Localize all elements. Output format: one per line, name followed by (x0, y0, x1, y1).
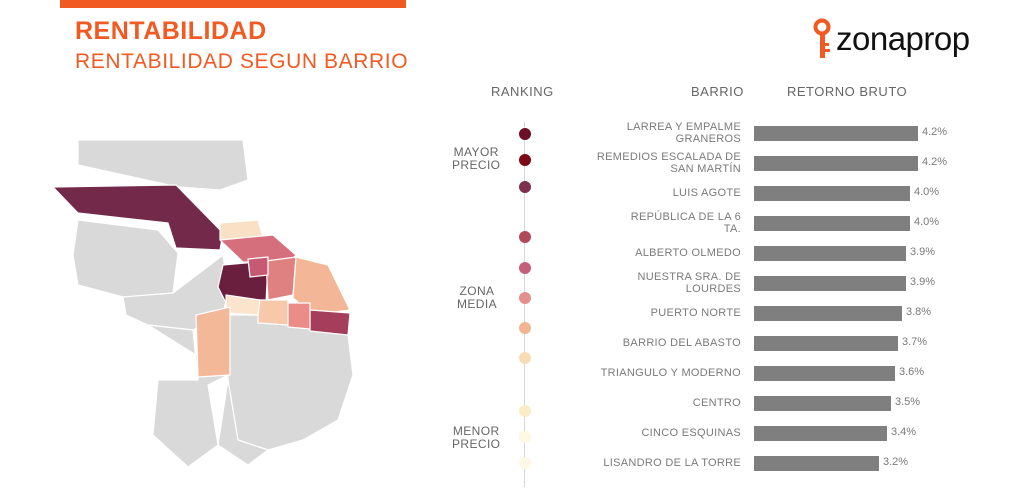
bar-category-label: TRIANGULO Y MODERNO (601, 367, 741, 379)
bar-category-label-line: SAN MARTÍN (670, 163, 741, 175)
ranking-dot (519, 128, 531, 140)
ranking-dot (519, 262, 531, 274)
bar-value-label: 3.9% (910, 246, 936, 258)
ranking-dot (519, 405, 531, 417)
choropleth-map (52, 139, 354, 468)
bar-value-label: 3.4% (891, 426, 917, 438)
map-district-center-south (227, 314, 354, 451)
key-icon (813, 18, 831, 58)
ranking-label-middle-line2: MEDIA (457, 297, 498, 311)
ranking-dot (519, 231, 531, 243)
bar-category-label: ALBERTO OLMEDO (635, 247, 741, 259)
map-district-south (217, 379, 269, 466)
bar (754, 306, 902, 321)
bar (754, 276, 906, 291)
map-district-coral (285, 302, 311, 330)
bar (754, 336, 898, 351)
bar-value-label: 4.2% (922, 126, 948, 138)
bar-category-label: BARRIO DEL ABASTO (623, 337, 741, 349)
bar-category-label: PUERTO NORTE (651, 307, 741, 319)
bar-category-label-line: REPÚBLICA DE LA 6 (630, 211, 741, 223)
bar-category-label-line: REMEDIOS ESCALADA DE (596, 151, 741, 163)
bar-category-label-line: CINCO ESQUINAS (641, 427, 741, 439)
bar-category-label-line: GRANEROS (675, 133, 741, 145)
bar-value-label: 3.2% (883, 456, 909, 468)
bar-category-label-line: PUERTO NORTE (650, 307, 741, 319)
bar (754, 186, 910, 201)
bar (754, 366, 895, 381)
bar-category-label-line: TRIANGULO Y MODERNO (600, 367, 741, 379)
ranking-label-bottom: MENOR PRECIO (452, 425, 500, 451)
bar-category-label-line: TA. (723, 223, 741, 235)
ranking-axis-line (524, 122, 525, 487)
bar-category-label: REMEDIOS ESCALADA DE SAN MARTÍN (597, 151, 741, 175)
bar-category-label: REPÚBLICA DE LA 6 TA. (631, 211, 741, 235)
page-title: RENTABILIDAD (75, 17, 267, 45)
bar (754, 126, 918, 141)
page-subtitle: RENTABILIDAD SEGUN BARRIO (75, 50, 409, 73)
bar-category-label: LISANDRO DE LA TORRE (603, 457, 741, 469)
bar-category-label: CENTRO (693, 397, 741, 409)
bar (754, 396, 891, 411)
bar-value-label: 3.8% (906, 306, 932, 318)
ranking-dot (519, 292, 531, 304)
bar-value-label: 4.0% (914, 216, 940, 228)
map-district-southwest (147, 324, 229, 468)
ranking-label-middle: ZONA MEDIA (457, 285, 497, 311)
bar-category-label-line: CENTRO (692, 397, 741, 409)
bar-category-label-line: LARREA Y EMPALME (626, 121, 741, 133)
bar-value-label: 3.9% (910, 276, 936, 288)
bar-value-label: 3.6% (899, 366, 925, 378)
ranking-label-top-line1: MAYOR (453, 145, 499, 159)
bar-category-label-line: LOURDES (685, 283, 741, 295)
bar-category-label-line: BARRIO DEL ABASTO (622, 337, 741, 349)
bar (754, 156, 918, 171)
map-district-peach-south (195, 306, 231, 378)
bar-category-label-line: LUIS AGOTE (672, 187, 741, 199)
bar (754, 246, 906, 261)
zonaprop-logo: zonaprop (812, 14, 970, 64)
bar-category-label: LARREA Y EMPALME GRANEROS (627, 121, 741, 145)
map-district-cream (225, 294, 261, 316)
map-district-pink-center (265, 256, 297, 301)
ranking-dot (519, 154, 531, 166)
accent-bar (60, 0, 406, 8)
ranking-dot (519, 181, 531, 193)
map-district-north (77, 139, 249, 191)
map-district-larrea (52, 184, 224, 251)
ranking-dot (519, 457, 531, 469)
bar-category-label-line: ALBERTO OLMEDO (635, 247, 741, 259)
bar (754, 426, 887, 441)
ranking-dot (519, 431, 531, 443)
retorno-column-header: RETORNO BRUTO (787, 84, 908, 99)
bar (754, 456, 879, 471)
ranking-label-top-line2: PRECIO (452, 158, 501, 172)
ranking-label-middle-line1: ZONA (459, 284, 495, 298)
barrio-column-header: BARRIO (691, 84, 744, 99)
bar-category-label-line: LISANDRO DE LA TORRE (603, 457, 741, 469)
bar-value-label: 3.5% (895, 396, 921, 408)
bar-value-label: 3.7% (902, 336, 928, 348)
map-district-peach-center (257, 299, 289, 326)
ranking-dot (519, 352, 531, 364)
bar-category-label-line: NUESTRA SRA. DE (637, 271, 741, 283)
bar-category-label: CINCO ESQUINAS (641, 427, 741, 439)
bar-category-label: LUIS AGOTE (673, 187, 741, 199)
ranking-column-header: RANKING (491, 84, 554, 99)
ranking-label-bottom-line1: MENOR (452, 424, 500, 438)
rosario-neighborhood-map (48, 135, 368, 475)
bar-value-label: 4.2% (922, 156, 948, 168)
ranking-label-top: MAYOR PRECIO (452, 146, 500, 172)
map-district-mauve (247, 256, 269, 278)
bar (754, 216, 910, 231)
logo-text: zonaprop (836, 20, 970, 57)
ranking-label-bottom-line2: PRECIO (452, 437, 501, 451)
map-district-crimson (309, 309, 351, 336)
bar-category-label: NUESTRA SRA. DE LOURDES (637, 271, 741, 295)
bar-value-label: 4.0% (914, 186, 940, 198)
map-district-northwest (72, 219, 179, 298)
ranking-dot (519, 322, 531, 334)
